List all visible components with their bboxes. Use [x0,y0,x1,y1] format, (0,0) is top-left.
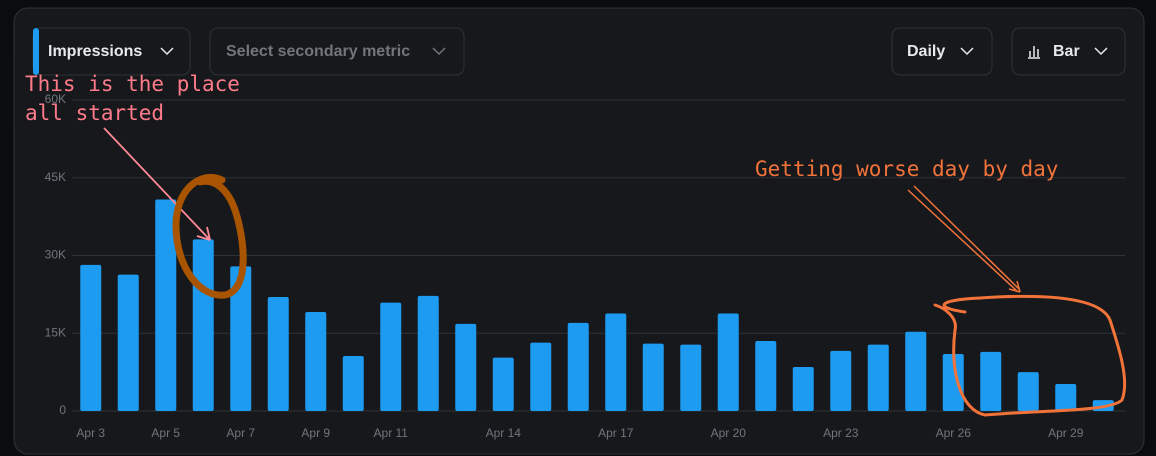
bar [1017,372,1039,411]
bar [305,311,327,411]
button-label: Bar [1053,43,1080,60]
y-tick-label: 45K [45,170,66,184]
bar [1055,384,1077,411]
x-tick-label: Apr 20 [711,426,747,440]
x-tick-label: Apr 23 [823,426,859,440]
panel [13,7,1145,455]
bar [905,331,927,411]
x-tick-label: Apr 14 [486,426,522,440]
bar [417,295,439,411]
bar [867,344,889,411]
bar [605,313,627,411]
annotation: all started [25,101,164,125]
bar [380,302,402,411]
bar-icon [1028,46,1040,59]
bar [567,322,589,411]
x-tick-label: Apr 17 [598,426,634,440]
bar [642,343,664,411]
chevron [1094,47,1108,56]
y-tick-label: 15K [45,325,66,339]
chevron [432,47,446,56]
chevron [160,47,174,56]
y-tick-label: 30K [45,248,66,262]
y-tick-label: 0 [59,403,66,417]
circle-mark [172,174,247,299]
bar [455,323,477,411]
annotation: This is the place [25,72,240,96]
bar [80,264,102,411]
button-label: Daily [907,43,945,60]
bar [755,341,777,411]
bar [530,342,552,411]
chart-style-button[interactable]: Bar [1011,27,1126,76]
bar [830,350,852,411]
button-frame [891,27,993,76]
bar [942,353,964,411]
x-tick-label: Apr 29 [1048,426,1084,440]
plot: 0 15K 30K 45K 60K Apr 3 Apr 5 Apr 7 Apr 9 Apr 11 A… [45,92,1125,440]
y-tick-label: 60K [45,92,66,106]
interval-button[interactable]: Daily [891,27,993,76]
x-tick-label: Apr 11 [374,426,409,440]
annotation: Getting worse day by day [755,157,1058,181]
secondary-metric-button[interactable]: Select secondary metric [209,27,465,76]
bar [980,351,1002,411]
x-tick-label: Apr 7 [226,426,255,440]
bar [680,344,702,411]
bar [155,199,177,411]
button-frame [209,27,465,76]
chevron [960,47,974,56]
bar [342,356,364,411]
button-label: Impressions [48,43,142,60]
button-label: Select secondary metric [226,43,410,60]
x-tick-label: Apr 3 [76,426,105,440]
bar [792,366,814,411]
button-frame [1011,27,1126,76]
arrow [103,127,211,241]
circle-mark [933,294,1127,417]
bar [230,266,252,411]
primary-metric-button[interactable]: Impressions [32,27,191,76]
bar [192,239,214,411]
metric-accent [33,28,39,75]
x-tick-label: Apr 9 [301,426,330,440]
arrow [907,185,1021,293]
bar [117,274,139,411]
x-tick-label: Apr 26 [936,426,972,440]
annotations: This is the place all started Getting wo… [25,72,1127,417]
bar [492,357,514,411]
bar [717,313,739,411]
x-tick-label: Apr 5 [151,426,180,440]
bar [267,296,289,411]
